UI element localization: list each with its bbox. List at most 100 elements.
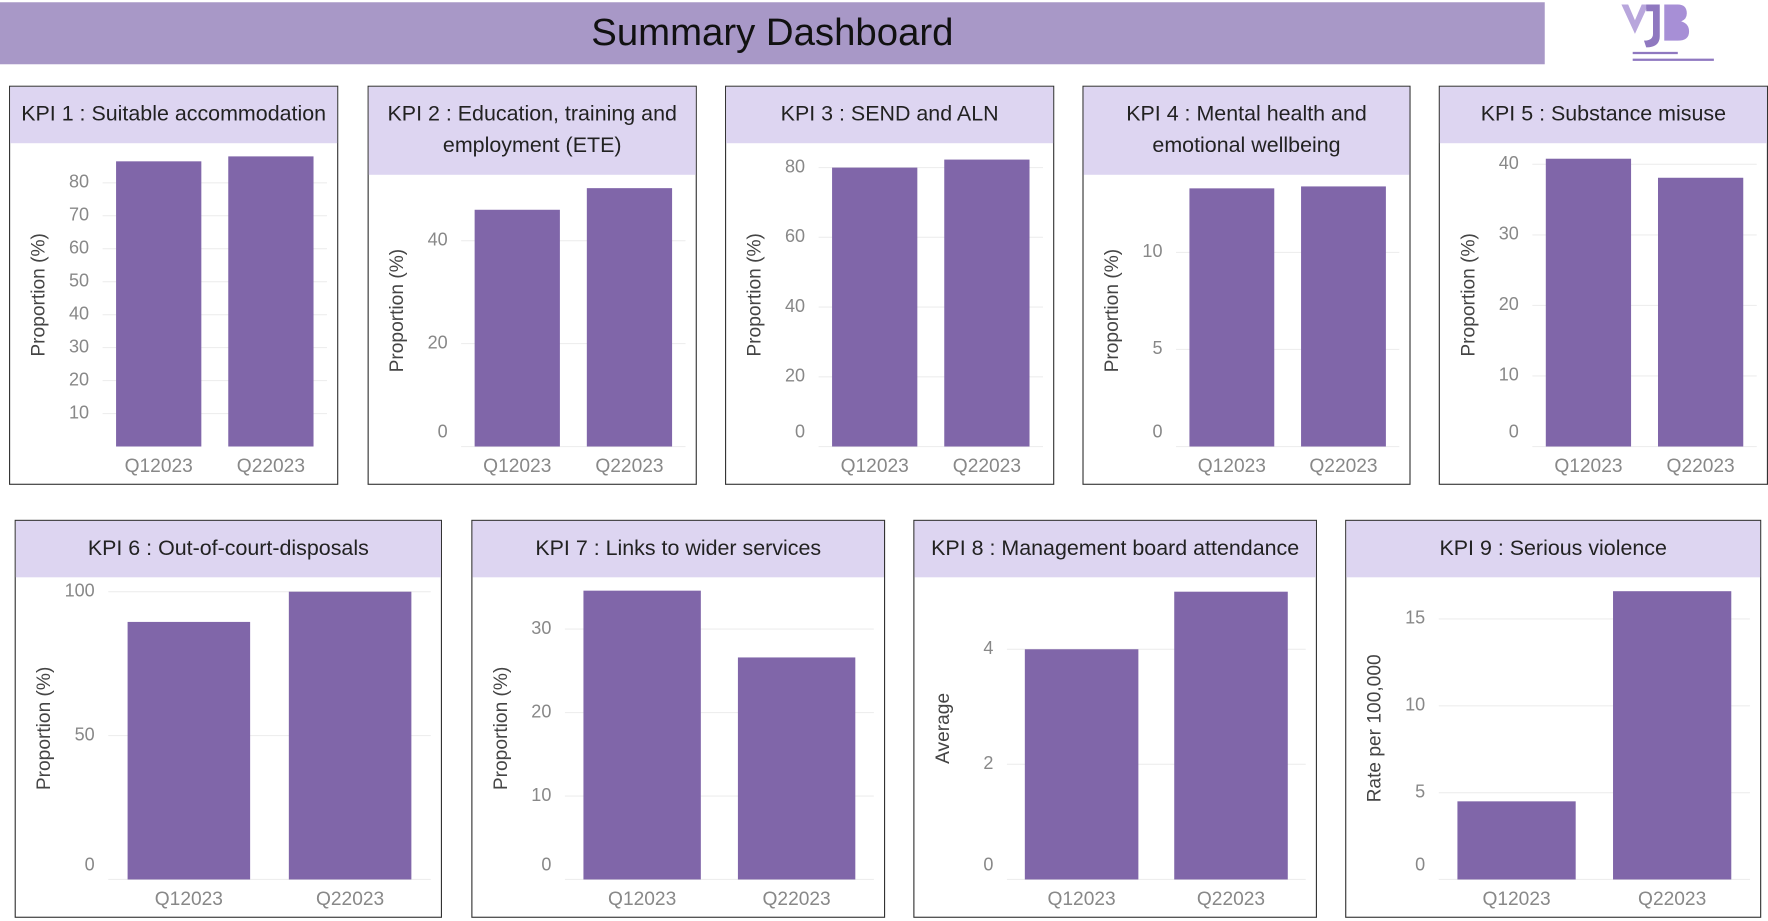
kpi-panel: KPI 1 : Suitable accommodation Proportion… <box>9 85 339 485</box>
bar <box>586 188 673 447</box>
dashboard-title: Summary Dashboard <box>0 2 1545 65</box>
x-tick-label: Q22023 <box>1309 456 1377 477</box>
y-axis-label: Proportion (%) <box>34 667 55 791</box>
x-tick-label: Q12023 <box>608 889 676 910</box>
kpi-title: KPI 3 : SEND and ALN <box>726 86 1054 144</box>
y-tick-label: 5 <box>1415 781 1425 801</box>
y-tick-label: 70 <box>69 204 89 224</box>
y-axis-label: Proportion (%) <box>1458 233 1479 357</box>
bar-chart: Proportion (%) 0 10 20 30 40 Q12023 Q22023 <box>1458 153 1757 477</box>
logo-line <box>1632 58 1714 61</box>
y-tick-label: 0 <box>795 422 805 442</box>
x-tick-label: Q22023 <box>1197 889 1265 910</box>
y-tick-label: 20 <box>428 332 448 352</box>
kpi-title: KPI 2 : Education, training and employme… <box>368 86 696 175</box>
kpi-title: KPI 7 : Links to wider services <box>472 520 884 578</box>
kpi-title: KPI 8 : Management board attendance <box>914 520 1316 578</box>
bar-chart: Proportion (%) 0 20 40 Q12023 Q22023 <box>387 188 686 477</box>
bar <box>583 590 701 880</box>
kpi-panel: KPI 4 : Mental health and emotional well… <box>1082 85 1411 485</box>
bar <box>116 161 202 447</box>
kpi-panel: KPI 9 : Serious violence Rate per 100,000… <box>1345 519 1762 918</box>
x-tick-label: Q12023 <box>841 456 909 477</box>
x-tick-label: Q12023 <box>125 456 193 477</box>
x-tick-label: Q12023 <box>1048 889 1116 910</box>
y-tick-label: 30 <box>69 336 89 356</box>
logo <box>1621 4 1714 61</box>
y-tick-label: 10 <box>1499 365 1519 385</box>
x-tick-label: Q12023 <box>1482 889 1550 910</box>
x-tick-label: Q22023 <box>237 456 305 477</box>
y-tick-label: 20 <box>69 369 89 389</box>
bar-chart: Proportion (%) 10 20 30 40 50 60 70 80 Q12023 Q220… <box>29 156 327 477</box>
y-tick-label: 30 <box>1499 224 1519 244</box>
logo-line <box>1632 51 1678 55</box>
x-tick-label: Q12023 <box>155 889 223 910</box>
bar-chart: Proportion (%) 0 50 100 Q12023 Q22023 <box>34 580 431 910</box>
y-tick-label: 2 <box>983 753 993 773</box>
kpi-panel: KPI 2 : Education, training and employme… <box>367 85 697 485</box>
y-tick-label: 60 <box>785 226 805 246</box>
bar-chart: Average 0 2 4 Q12023 Q22023 <box>933 591 1306 910</box>
y-tick-label: 30 <box>531 618 551 638</box>
y-tick-label: 15 <box>1405 608 1425 628</box>
y-tick-label: 20 <box>785 366 805 386</box>
logo-shape <box>1643 4 1660 48</box>
bar <box>228 156 314 447</box>
bar-chart: Proportion (%) 0 5 10 Q12023 Q22023 <box>1102 186 1400 477</box>
y-tick-label: 0 <box>1415 855 1425 875</box>
y-tick-label: 0 <box>1152 422 1162 442</box>
bar <box>474 209 560 447</box>
x-tick-label: Q22023 <box>595 456 663 477</box>
kpi-panel: KPI 7 : Links to wider services Proportio… <box>471 519 886 918</box>
bar <box>944 159 1030 447</box>
kpi-title: KPI 5 : Substance misuse <box>1439 86 1767 144</box>
y-tick-label: 0 <box>541 855 551 875</box>
kpi-panel: KPI 5 : Substance misuse Proportion (%) 0 1… <box>1438 85 1768 485</box>
kpi-title: KPI 9 : Serious violence <box>1346 520 1761 578</box>
bar-chart: Proportion (%) 0 20 40 60 80 Q12023 Q22023 <box>745 156 1043 477</box>
x-tick-label: Q12023 <box>1198 456 1266 477</box>
bar <box>1189 188 1275 447</box>
logo-shape <box>1664 4 1690 41</box>
bar <box>1457 801 1576 880</box>
bar <box>1024 649 1139 880</box>
y-tick-label: 50 <box>75 724 95 744</box>
bar <box>832 167 918 447</box>
bar <box>1657 177 1744 447</box>
bar <box>737 657 856 880</box>
kpi-title: KPI 6 : Out-of-court-disposals <box>15 520 441 578</box>
y-tick-label: 0 <box>85 855 95 875</box>
y-axis-label: Proportion (%) <box>1102 249 1123 373</box>
bar <box>1301 186 1386 447</box>
kpi-title: KPI 4 : Mental health and emotional well… <box>1083 86 1410 175</box>
y-tick-label: 0 <box>438 422 448 442</box>
y-tick-label: 80 <box>69 172 89 192</box>
y-tick-label: 40 <box>69 303 89 323</box>
logo-shape <box>1621 4 1649 34</box>
bar <box>1613 591 1732 880</box>
x-tick-label: Q22023 <box>316 889 384 910</box>
x-tick-label: Q22023 <box>1638 889 1706 910</box>
y-tick-label: 0 <box>1509 422 1519 442</box>
bar <box>127 621 251 880</box>
y-axis-label: Proportion (%) <box>29 233 50 357</box>
y-tick-label: 60 <box>69 237 89 257</box>
y-tick-label: 20 <box>531 701 551 721</box>
x-tick-label: Q12023 <box>483 456 551 477</box>
x-tick-label: Q22023 <box>953 456 1021 477</box>
bar-chart: Proportion (%) 0 10 20 30 Q12023 Q22023 <box>491 590 874 910</box>
y-tick-label: 80 <box>785 156 805 176</box>
y-tick-label: 40 <box>428 229 448 249</box>
y-axis-label: Rate per 100,000 <box>1365 654 1386 802</box>
kpi-panel: KPI 6 : Out-of-court-disposals Proportion… <box>14 519 442 918</box>
bar <box>1174 591 1288 880</box>
y-tick-label: 20 <box>1499 294 1519 314</box>
y-axis-label: Average <box>933 693 954 764</box>
y-tick-label: 40 <box>1499 153 1519 173</box>
x-tick-label: Q22023 <box>1667 456 1735 477</box>
y-tick-label: 10 <box>531 785 551 805</box>
kpi-panel: KPI 3 : SEND and ALN Proportion (%) 0 20 40 6… <box>725 85 1055 485</box>
